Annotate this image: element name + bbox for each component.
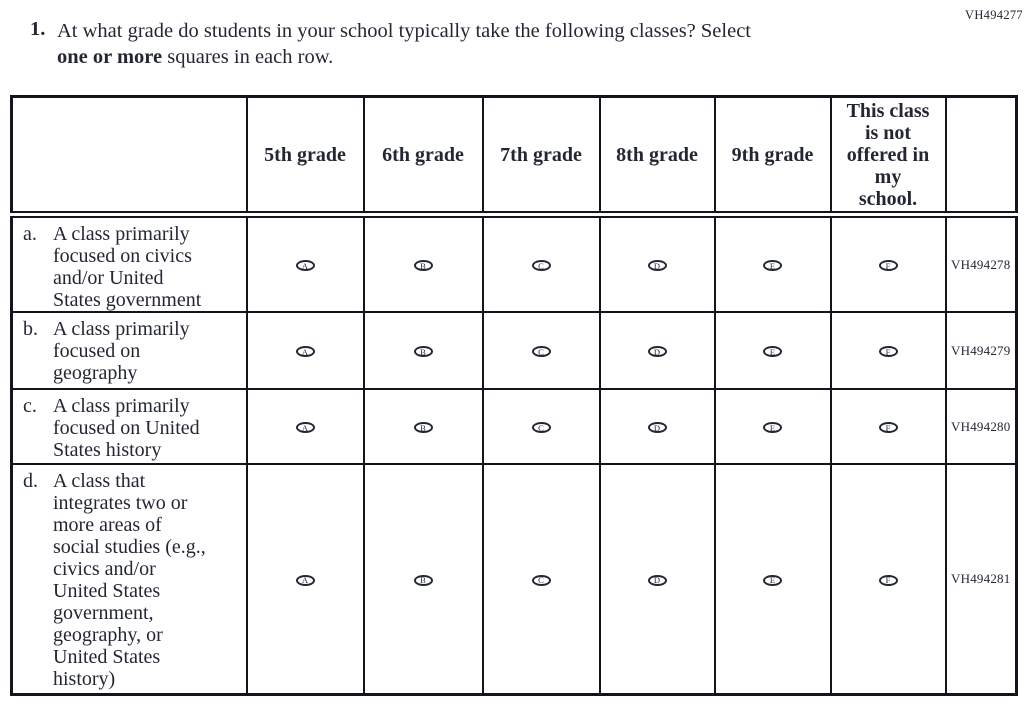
row-d-option-cell-7th: C [481,463,601,695]
row-b-option-cell-9th: E [713,311,832,390]
option-bubble-d-not-offered[interactable]: F [878,574,898,586]
row-c-option-cell-5th: A [245,388,365,465]
question-text-line2-rest: squares in each row. [162,46,334,68]
option-bubble-c-not-offered[interactable]: F [878,422,898,434]
row-c-label-cell: c. A class primarily focused on United S… [10,388,248,465]
option-bubble-d-9th-grade[interactable]: E [763,574,782,586]
row-c-option-cell-6th: B [362,388,484,465]
question-grid-table: 5th grade 6th grade 7th grade 8th grade … [10,95,1018,696]
row-c-option-cell-9th: E [713,388,832,465]
column-header-5th-grade: 5th grade [245,95,365,218]
header-row: 5th grade 6th grade 7th grade 8th grade … [10,95,1018,218]
row-a-label: A class primarily focused on civics and/… [53,223,202,311]
row-d-item-code: VH494281 [944,463,1018,695]
row-d-option-cell-6th: B [362,463,484,695]
row-c-option-cell-not-offered: F [829,388,947,465]
option-bubble-c-7th-grade[interactable]: C [531,422,551,434]
option-bubble-b-5th-grade[interactable]: A [295,346,315,358]
option-bubble-a-5th-grade[interactable]: A [295,260,315,272]
table-row-a: a. A class primarily focused on civics a… [10,213,1018,313]
row-d-label: A class that integrates two or more area… [53,470,206,690]
option-bubble-a-8th-grade[interactable]: D [647,260,667,272]
question-text-bold: one or more [57,46,163,68]
row-d-option-cell-not-offered: F [829,463,947,695]
option-bubble-b-7th-grade[interactable]: C [531,346,551,358]
row-b-item-code: VH494279 [944,311,1018,390]
row-c-option-cell-8th: D [598,388,716,465]
row-c-item-code: VH494280 [944,388,1018,465]
row-c-label: A class primarily focused on United Stat… [53,395,200,461]
row-b-option-cell-5th: A [245,311,365,390]
option-bubble-d-7th-grade[interactable]: C [531,574,551,586]
column-header-not-offered: This class is not offered in my school. [829,95,947,218]
question-text-line1: At what grade do students in your school… [57,20,751,42]
row-a-option-cell-not-offered: F [829,213,947,313]
table-row-c: c. A class primarily focused on United S… [10,388,1018,465]
column-header-6th-grade: 6th grade [362,95,484,218]
row-b-label: A class primarily focused on geography [53,318,190,384]
row-a-letter: a. [23,223,37,245]
option-bubble-a-9th-grade[interactable]: E [763,260,782,272]
option-bubble-c-8th-grade[interactable]: D [647,422,667,434]
row-a-option-cell-6th: B [362,213,484,313]
option-bubble-d-5th-grade[interactable]: A [295,574,315,586]
row-a-option-cell-9th: E [713,213,832,313]
row-a-label-cell: a. A class primarily focused on civics a… [10,213,248,313]
header-code-blank-cell [944,95,1018,218]
option-bubble-c-6th-grade[interactable]: B [413,422,433,434]
row-a-option-cell-8th: D [598,213,716,313]
question-text: At what grade do students in your school… [57,18,977,70]
row-d-option-cell-5th: A [245,463,365,695]
row-a-option-cell-5th: A [245,213,365,313]
row-b-option-cell-8th: D [598,311,716,390]
row-d-label-cell: d. A class that integrates two or more a… [10,463,248,695]
row-b-option-cell-7th: C [481,311,601,390]
row-a-item-code: VH494278 [944,213,1018,313]
question-number: 1. [30,18,46,40]
row-c-option-cell-7th: C [481,388,601,465]
option-bubble-d-8th-grade[interactable]: D [647,574,667,586]
row-b-letter: b. [23,318,38,340]
row-a-option-cell-7th: C [481,213,601,313]
column-header-9th-grade: 9th grade [713,95,832,218]
column-header-7th-grade: 7th grade [481,95,601,218]
option-bubble-b-9th-grade[interactable]: E [763,346,782,358]
header-blank-cell [10,95,248,218]
row-b-option-cell-6th: B [362,311,484,390]
option-bubble-c-5th-grade[interactable]: A [295,422,315,434]
option-bubble-b-6th-grade[interactable]: B [413,346,433,358]
row-b-label-cell: b. A class primarily focused on geograph… [10,311,248,390]
row-d-letter: d. [23,470,38,492]
page-item-code: VH494277 [965,8,1023,22]
row-c-letter: c. [23,395,37,417]
option-bubble-a-not-offered[interactable]: F [878,260,898,272]
option-bubble-c-9th-grade[interactable]: E [763,422,782,434]
option-bubble-a-6th-grade[interactable]: B [413,260,433,272]
option-bubble-b-not-offered[interactable]: F [878,346,898,358]
table-row-d: d. A class that integrates two or more a… [10,463,1018,695]
table-row-b: b. A class primarily focused on geograph… [10,311,1018,390]
option-bubble-a-7th-grade[interactable]: C [531,260,551,272]
row-d-option-cell-9th: E [713,463,832,695]
option-bubble-d-6th-grade[interactable]: B [413,574,433,586]
row-d-option-cell-8th: D [598,463,716,695]
column-header-8th-grade: 8th grade [598,95,716,218]
option-bubble-b-8th-grade[interactable]: D [647,346,667,358]
row-b-option-cell-not-offered: F [829,311,947,390]
